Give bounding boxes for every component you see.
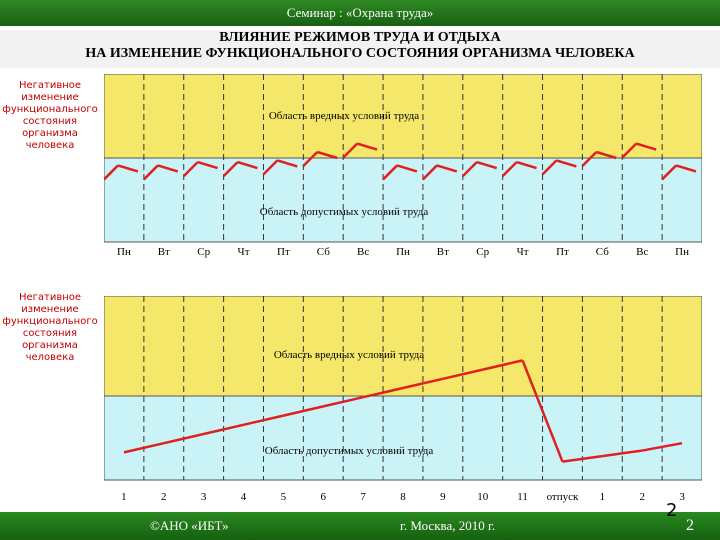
chart2-day-label: 6	[320, 491, 327, 503]
chart1-line-segment	[541, 159, 558, 176]
chart2-line-segment	[602, 449, 643, 458]
chart1-day-label: Вс	[357, 246, 370, 258]
chart2-diagram: Область вредных условий труда Область до…	[104, 296, 702, 481]
page-mark: 2	[662, 500, 716, 538]
chart1-line-segment	[516, 160, 537, 170]
chart2-line-segment	[641, 441, 683, 452]
chart1-day-label: Ср	[197, 246, 211, 258]
chart1-line-segment	[104, 164, 119, 181]
footer-copyright: ©АНО «ИБТ»	[150, 518, 229, 533]
chart1-day-label: Ср	[476, 246, 490, 258]
chart1-line-segment	[237, 160, 258, 170]
chart2-line-segment	[163, 432, 204, 445]
chart1-day-label: Сб	[595, 246, 609, 258]
chart1-diagram: Область вредных условий труда Область до…	[104, 74, 702, 243]
chart2-day-label: 2	[161, 491, 167, 503]
chart2-day-label: отпуск	[546, 491, 579, 503]
chart1-line-segment	[302, 151, 319, 167]
chart2-harmful-label: Область вредных условий труда	[274, 349, 424, 361]
chart1-day-label: Сб	[316, 246, 330, 258]
chart2-line-segment	[283, 405, 324, 417]
chart2-day-label: 1	[599, 491, 606, 503]
chart1-line-segment	[595, 150, 617, 160]
chart2-day-label: 9	[440, 491, 446, 503]
chart1-line-segment	[197, 160, 218, 170]
title-line-2: НА ИЗМЕНЕНИЕ ФУНКЦИОНАЛЬНОГО СОСТОЯНИЯ О…	[85, 46, 635, 61]
chart2-day-label: 7	[360, 491, 366, 503]
chart1-day-label: Вс	[636, 246, 649, 258]
page-mark-number: 2	[666, 500, 678, 521]
chart1-line-segment	[277, 159, 298, 168]
page-title: ВЛИЯНИЕ РЕЖИМОВ ТРУДА И ОТДЫХА НА ИЗМЕНЕ…	[0, 30, 720, 68]
chart1-line-segment	[501, 161, 518, 177]
chart1-day-label: Пт	[556, 246, 569, 258]
chart1-line-segment	[556, 159, 577, 168]
chart1-line-segment	[581, 151, 598, 167]
chart2-line-segment	[243, 414, 284, 427]
chart1-line-segment	[117, 164, 139, 173]
chart2-day-label: 8	[400, 491, 406, 503]
chart2-line-segment	[322, 395, 364, 408]
title-line-1: ВЛИЯНИЕ РЕЖИМОВ ТРУДА И ОТДЫХА	[219, 30, 501, 45]
chart2-day-label: 3	[679, 491, 685, 503]
chart1-day-label: Чт	[516, 246, 529, 258]
chart2-day-label: 2	[639, 491, 645, 503]
chart1-line-segment	[142, 164, 159, 181]
chart2-line-segment	[123, 441, 165, 454]
chart1-acceptable-label: Область допустимых условий труда	[260, 206, 429, 218]
chart2-acceptable-label: Область допустимых условий труда	[265, 445, 434, 457]
chart1-line-segment	[621, 142, 638, 159]
footer-page-number: 2	[686, 517, 694, 534]
header-bar: Семинар : «Охрана труда»	[0, 0, 720, 26]
chart1-line-segment	[635, 142, 657, 151]
chart1-line-segment	[262, 159, 279, 176]
chart1-line-segment	[157, 164, 179, 173]
chart2-day-label: 4	[240, 491, 247, 503]
chart1-day-label: Пн	[396, 246, 410, 258]
chart1-acceptable-zone	[104, 157, 702, 243]
chart1-line-segment	[222, 161, 239, 177]
chart2-day-label: 5	[280, 491, 287, 503]
chart1-harmful-label: Область вредных условий труда	[269, 110, 419, 122]
chart2-line-segment	[562, 454, 603, 463]
chart1-line-segment	[396, 164, 418, 173]
chart1-day-label: Пн	[675, 246, 689, 258]
chart1-line-segment	[661, 164, 677, 181]
chart1-day-label: Вт	[436, 246, 449, 258]
chart2-line-segment	[203, 423, 244, 436]
chart1-line-segment	[316, 150, 338, 160]
chart1-day-label: Пн	[117, 246, 131, 258]
chart1-day-label: Вт	[157, 246, 170, 258]
chart2-line-segment	[442, 368, 484, 381]
chart1-line-segment	[461, 161, 478, 177]
chart1-side-label: Негативное изменение функционального сос…	[2, 80, 98, 151]
chart2-day-label: 11	[517, 491, 528, 503]
footer-location: г. Москва, 2010 г.	[400, 518, 496, 533]
chart1-line-segment	[675, 164, 697, 173]
chart1-line-segment	[182, 161, 199, 177]
chart2-side-label: Негативное изменение функционального сос…	[2, 292, 98, 363]
chart1-line-segment	[382, 164, 398, 181]
chart1-line-segment	[422, 164, 438, 181]
chart2-day-label: 1	[121, 491, 127, 503]
footer-bar: ©АНО «ИБТ» г. Москва, 2010 г. 2	[0, 512, 720, 540]
chart2-line-segment	[362, 386, 404, 399]
chart1-day-label: Пт	[277, 246, 290, 258]
chart1-line-segment	[476, 160, 498, 170]
chart1-line-segment	[436, 164, 458, 173]
chart2-harmful-zone	[104, 296, 702, 397]
chart1-day-label: Чт	[237, 246, 250, 258]
chart2-day-label: 3	[200, 491, 207, 503]
header-title: Семинар : «Охрана труда»	[286, 5, 434, 20]
chart1-line-segment	[356, 142, 378, 151]
chart2-acceptable-zone	[104, 395, 702, 481]
chart1-line-segment	[342, 142, 359, 159]
chart2-day-label: 10	[477, 491, 489, 503]
chart2-line-segment	[482, 359, 523, 371]
chart2-line-segment	[521, 359, 564, 463]
chart2-line-segment	[402, 377, 444, 390]
